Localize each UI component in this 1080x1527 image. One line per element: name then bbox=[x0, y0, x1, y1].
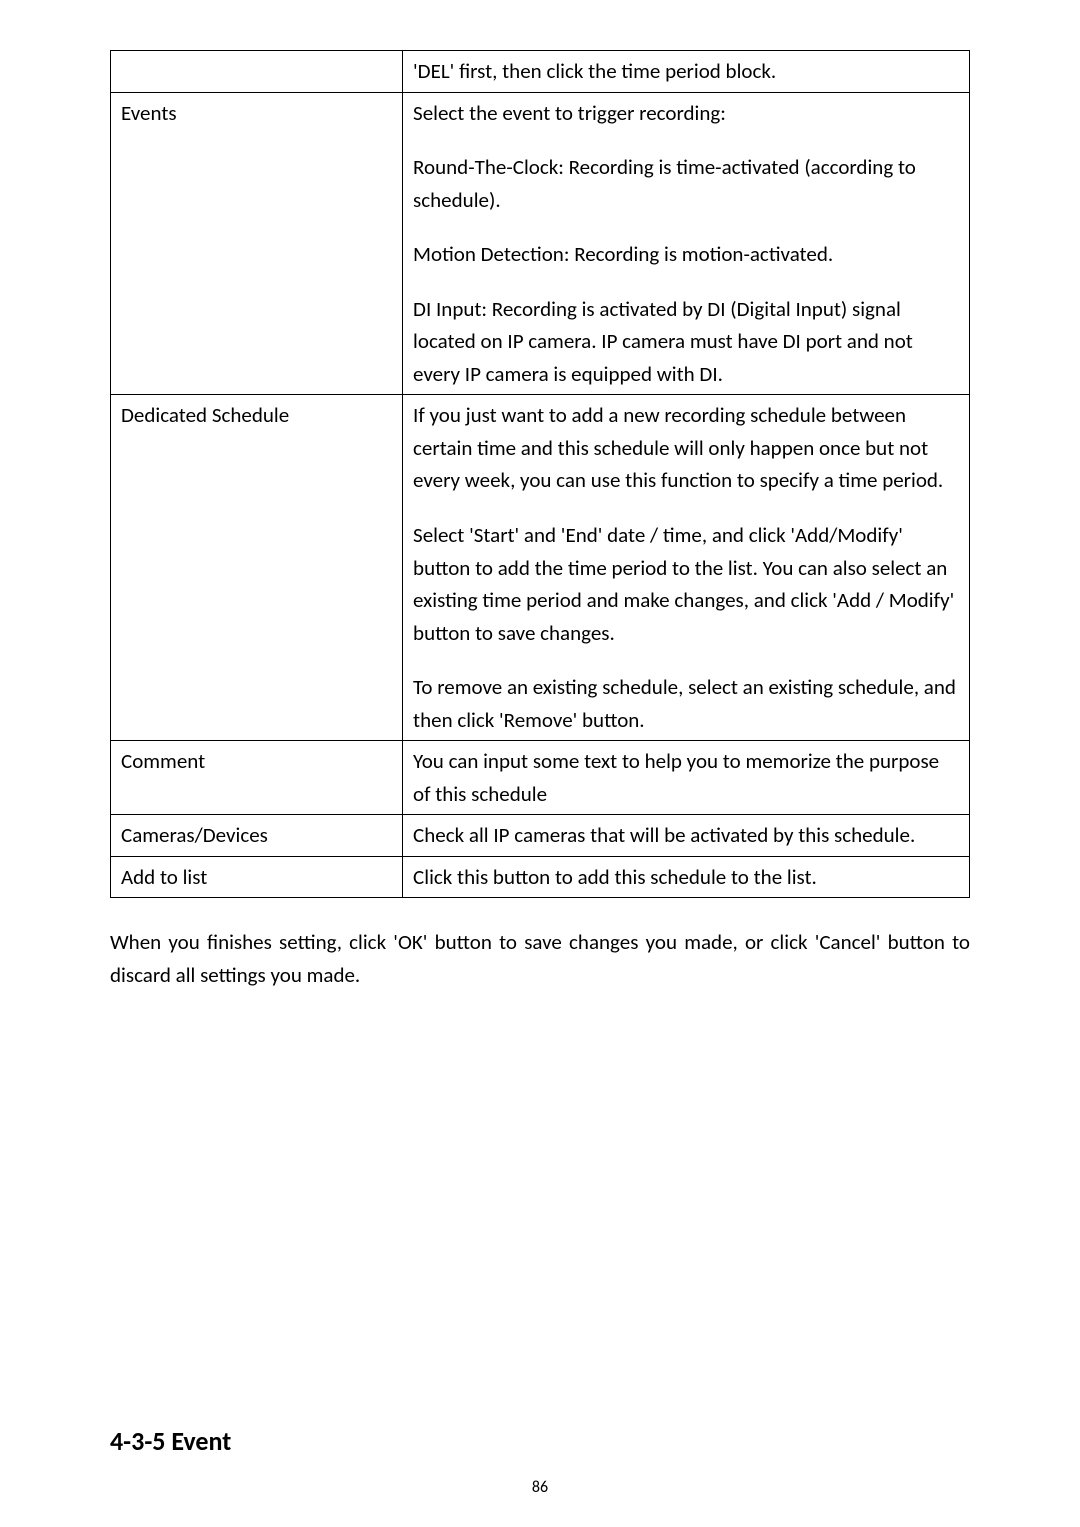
description-paragraph: Check all IP cameras that will be activa… bbox=[413, 819, 959, 852]
row-description: You can input some text to help you to m… bbox=[403, 741, 970, 815]
after-table-paragraph: When you finishes setting, click 'OK' bu… bbox=[110, 926, 970, 991]
description-paragraph: Select 'Start' and 'End' date / time, an… bbox=[413, 519, 959, 649]
table-row: 'DEL' first, then click the time period … bbox=[111, 51, 970, 93]
settings-table: 'DEL' first, then click the time period … bbox=[110, 50, 970, 898]
description-paragraph: Click this button to add this schedule t… bbox=[413, 861, 959, 894]
description-paragraph: Motion Detection: Recording is motion-ac… bbox=[413, 238, 959, 271]
table-row: Dedicated ScheduleIf you just want to ad… bbox=[111, 395, 970, 741]
row-label: Dedicated Schedule bbox=[111, 395, 403, 741]
row-label: Add to list bbox=[111, 856, 403, 898]
section-heading: 4-3-5 Event bbox=[110, 1425, 231, 1457]
row-label: Events bbox=[111, 92, 403, 395]
row-label: Cameras/Devices bbox=[111, 815, 403, 857]
table-row: Cameras/Devices Check all IP cameras that… bbox=[111, 815, 970, 857]
description-paragraph: To remove an existing schedule, select a… bbox=[413, 671, 959, 736]
page-number: 86 bbox=[0, 1478, 1080, 1497]
description-paragraph: Select the event to trigger recording: bbox=[413, 97, 959, 130]
row-label: Comment bbox=[111, 741, 403, 815]
table-row: EventsSelect the event to trigger record… bbox=[111, 92, 970, 395]
description-paragraph: DI Input: Recording is activated by DI (… bbox=[413, 293, 959, 391]
description-paragraph: 'DEL' first, then click the time period … bbox=[413, 55, 959, 88]
row-description: Click this button to add this schedule t… bbox=[403, 856, 970, 898]
description-paragraph: If you just want to add a new recording … bbox=[413, 399, 959, 497]
description-paragraph: Round-The-Clock: Recording is time-activ… bbox=[413, 151, 959, 216]
row-description: Select the event to trigger recording: Ro… bbox=[403, 92, 970, 395]
row-description: 'DEL' first, then click the time period … bbox=[403, 51, 970, 93]
table-row: Add to list Click this button to add this… bbox=[111, 856, 970, 898]
row-description: Check all IP cameras that will be activa… bbox=[403, 815, 970, 857]
description-paragraph: You can input some text to help you to m… bbox=[413, 745, 959, 810]
table-row: CommentYou can input some text to help y… bbox=[111, 741, 970, 815]
row-description: If you just want to add a new recording … bbox=[403, 395, 970, 741]
row-label bbox=[111, 51, 403, 93]
